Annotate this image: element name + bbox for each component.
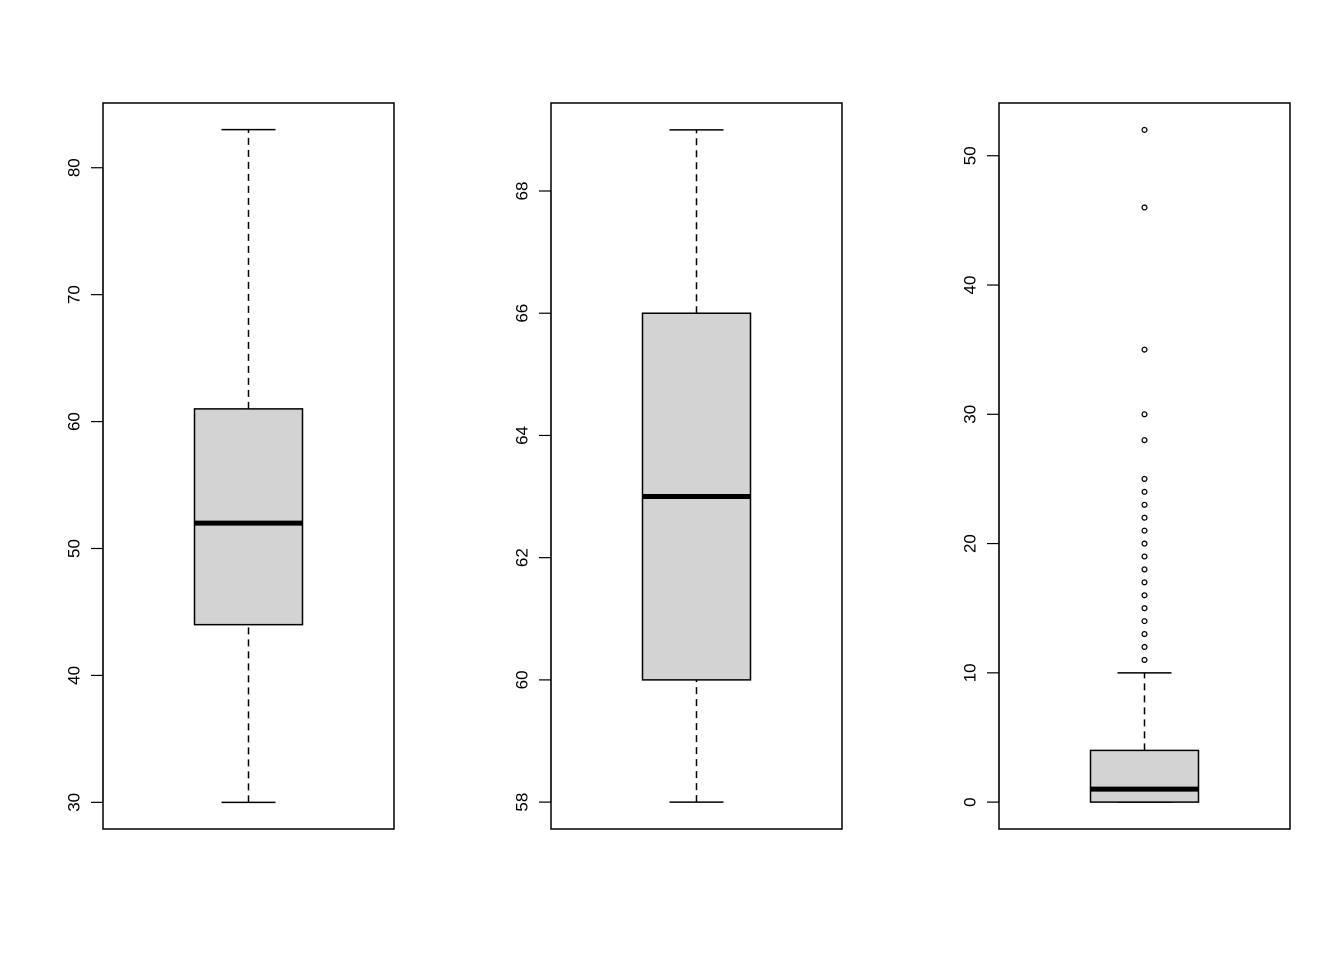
y-tick-label: 60: [513, 670, 532, 689]
y-tick-label: 20: [961, 534, 980, 553]
outlier-point: [1141, 656, 1148, 663]
outlier-point: [1141, 553, 1148, 560]
outlier-point: [1141, 475, 1148, 482]
outlier-point: [1141, 605, 1148, 612]
y-tick-label: 70: [65, 285, 84, 304]
y-tick-label: 64: [513, 426, 532, 445]
outlier-point: [1141, 592, 1148, 599]
outlier-point: [1141, 566, 1148, 573]
outlier-point: [1141, 618, 1148, 625]
y-tick-label: 30: [65, 793, 84, 812]
outlier-point: [1141, 437, 1148, 444]
y-tick-label: 40: [65, 666, 84, 685]
iqr-box: [193, 408, 304, 626]
y-tick-label: 62: [513, 548, 532, 567]
panel-3: 0 10 20 30 40 50: [961, 102, 1291, 830]
y-tick-label: 0: [961, 797, 980, 806]
y-tick-label: 40: [961, 276, 980, 295]
outlier-point: [1141, 346, 1148, 353]
outlier-point: [1141, 527, 1148, 534]
outlier-point: [1141, 204, 1148, 211]
y-tick-label: 80: [65, 158, 84, 177]
panel-2: 58 60 62 64 66 68: [513, 102, 843, 830]
outlier-point: [1141, 501, 1148, 508]
y-tick-label: 10: [961, 663, 980, 682]
y-tick-label: 50: [65, 539, 84, 558]
outlier-point: [1141, 126, 1148, 133]
outlier-point: [1141, 643, 1148, 651]
y-tick-label: 66: [513, 304, 532, 323]
y-tick-label: 58: [513, 793, 532, 812]
outlier-point: [1141, 631, 1148, 638]
panel-1: 30 40 50 60 70 80: [65, 102, 395, 830]
outlier-point: [1141, 514, 1148, 521]
y-tick-label: 50: [961, 146, 980, 165]
outlier-point: [1141, 540, 1148, 547]
outlier-point: [1141, 579, 1148, 586]
outlier-point: [1141, 411, 1148, 418]
iqr-box: [1089, 749, 1200, 803]
y-tick-label: 68: [513, 182, 532, 201]
outlier-point: [1141, 488, 1148, 495]
y-tick-label: 30: [961, 405, 980, 424]
y-tick-label: 60: [65, 412, 84, 431]
